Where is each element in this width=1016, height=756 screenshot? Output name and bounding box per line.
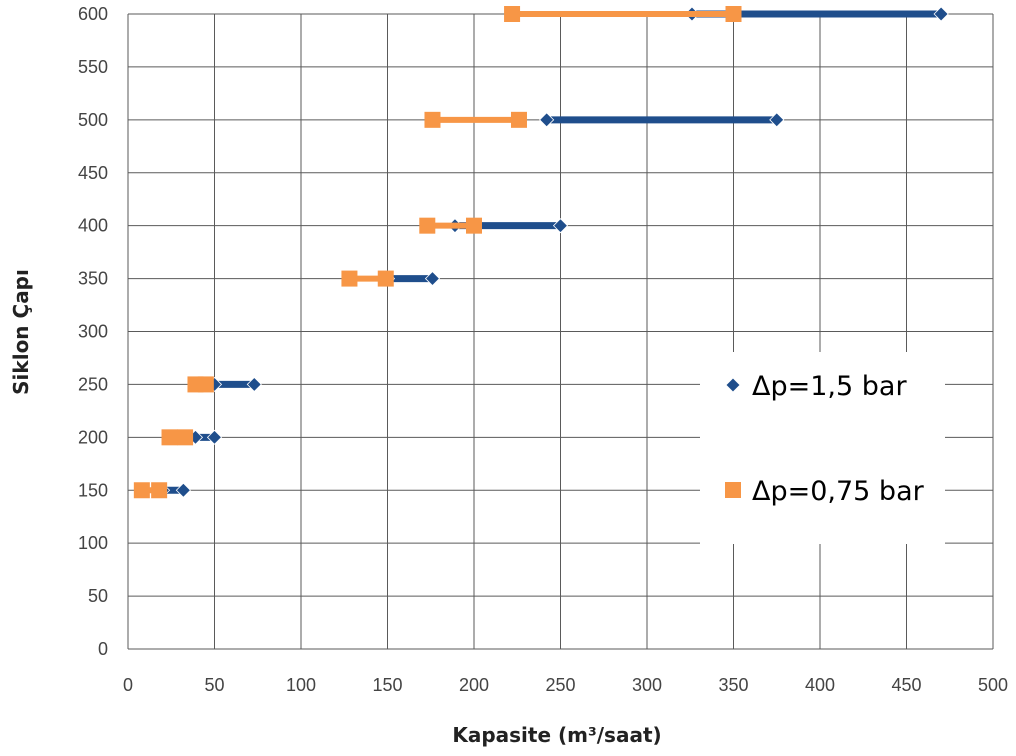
x-tick-label: 400 (805, 675, 835, 695)
y-tick-label: 250 (78, 374, 108, 394)
data-point-square (151, 482, 168, 499)
grid (127, 13, 994, 650)
x-tick-label: 0 (123, 675, 133, 695)
data-point-square (133, 482, 150, 499)
x-axis-title: Kapasite (m³/saat) (452, 723, 661, 747)
legend: Δp=1,5 bar Δp=0,75 bar (700, 352, 945, 544)
data-point-square (341, 270, 358, 287)
x-tick-label: 150 (372, 675, 402, 695)
y-tick-label: 150 (78, 480, 108, 500)
x-tick-label: 350 (718, 675, 748, 695)
data-point-square (177, 429, 194, 446)
y-axis-title: Siklon Çapı (9, 269, 33, 395)
data-point-square (377, 270, 394, 287)
x-tick-label: 200 (459, 675, 489, 695)
x-axis-ticks: 0 50 100 150 200 250 300 350 400 450 500 (123, 675, 1008, 695)
y-tick-label: 300 (78, 322, 108, 342)
series-dp-0-75-bar (133, 6, 742, 499)
data-point-square (419, 217, 436, 234)
y-tick-label: 600 (78, 4, 108, 24)
data-point-square (424, 111, 441, 128)
data-point-diamond (424, 271, 441, 287)
y-tick-label: 100 (78, 533, 108, 553)
y-tick-label: 500 (78, 110, 108, 130)
data-point-square (161, 429, 178, 446)
y-tick-label: 0 (98, 639, 108, 659)
y-tick-label: 50 (88, 586, 108, 606)
y-tick-label: 350 (78, 269, 108, 289)
data-point-diamond (246, 376, 262, 392)
x-tick-label: 100 (286, 675, 316, 695)
data-point-diamond (206, 429, 223, 445)
y-tick-label: 550 (78, 57, 108, 77)
x-tick-label: 250 (545, 675, 575, 695)
data-point-square (504, 6, 521, 22)
data-point-diamond (552, 218, 569, 234)
data-point-square (725, 6, 742, 22)
data-point-diamond (175, 482, 191, 498)
legend-box (700, 352, 945, 544)
x-tick-label: 500 (978, 675, 1008, 695)
data-point-diamond (933, 6, 949, 22)
data-point-square (466, 217, 482, 234)
y-tick-label: 200 (78, 427, 108, 447)
legend-label: Δp=1,5 bar (752, 371, 907, 402)
x-tick-label: 50 (204, 675, 224, 695)
legend-marker-diamond (725, 377, 741, 393)
y-tick-label: 450 (78, 163, 108, 183)
data-point-diamond (539, 112, 555, 128)
legend-label: Δp=0,75 bar (752, 476, 925, 507)
data-point-square (197, 376, 214, 393)
x-tick-label: 300 (632, 675, 662, 695)
x-tick-label: 450 (891, 675, 921, 695)
plot-area (133, 6, 949, 499)
data-point-diamond (769, 112, 785, 128)
y-tick-label: 400 (78, 216, 108, 236)
y-axis-ticks: 0 50 100 150 200 250 300 350 400 450 500 550 600 (78, 4, 108, 659)
legend-marker-square (725, 482, 741, 498)
data-point-square (510, 111, 527, 128)
